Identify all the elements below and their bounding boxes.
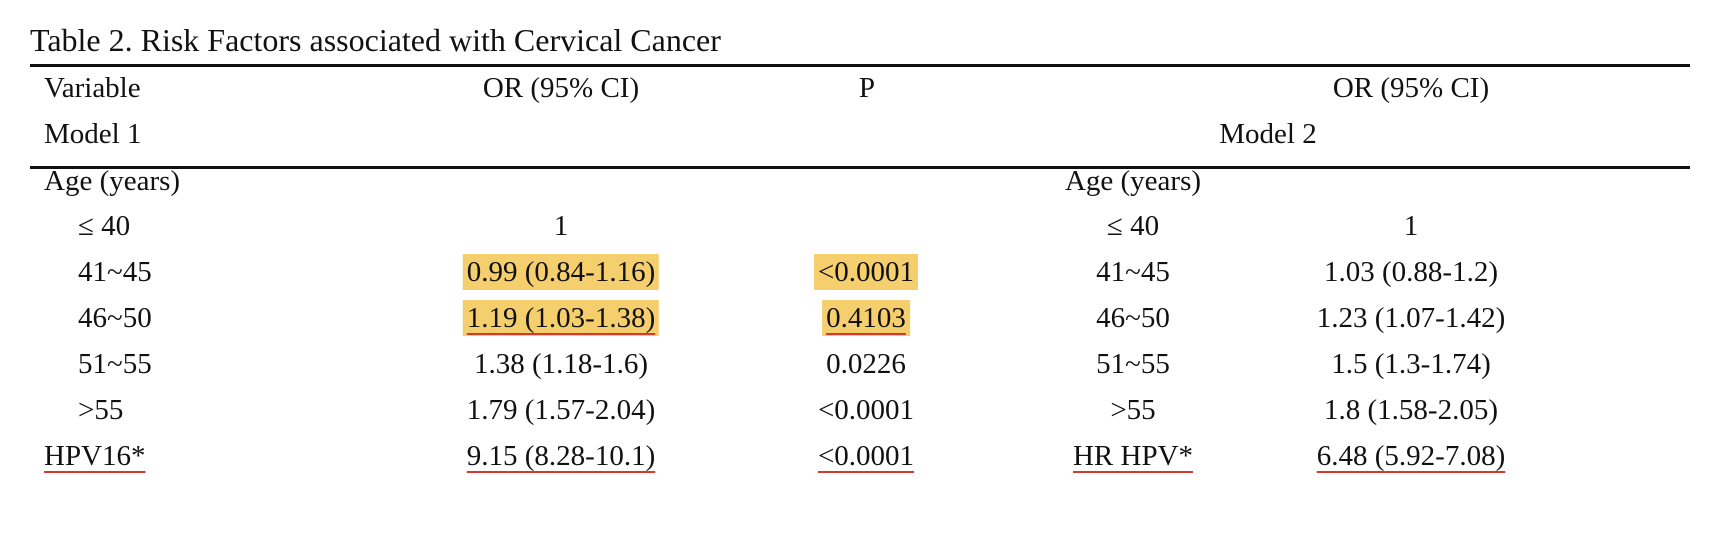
row-var-model1: 46~50 — [78, 302, 152, 334]
row-var-model1: 41~45 — [78, 256, 152, 288]
row-var-model1: 51~55 — [78, 348, 152, 380]
row-or-model2: 1.8 (1.58-2.05) — [1324, 394, 1498, 426]
row-or-model1: 1.38 (1.18-1.6) — [474, 348, 648, 380]
row-var-model2: 46~50 — [1096, 302, 1170, 334]
row-var-model1: ≤ 40 — [78, 210, 131, 242]
row-or-model1: 0.99 (0.84-1.16) — [462, 252, 660, 292]
row-or-model2: 1 — [1403, 210, 1419, 242]
row-or-model1: 9.15 (8.28-10.1) — [467, 436, 655, 476]
row-var-model1: >55 — [78, 394, 124, 426]
row-or-model2: 1.23 (1.07-1.42) — [1316, 302, 1506, 334]
highlighted-value: <0.0001 — [813, 254, 919, 290]
underlined-value: HR HPV* — [1072, 440, 1194, 472]
group-label-model1: Age (years) — [44, 165, 181, 197]
header-or-ci-model1: OR (95% CI) — [482, 72, 640, 104]
header-model1: Model 1 — [44, 118, 142, 150]
highlighted-underlined-value: 0.4103 — [822, 300, 910, 336]
header-variable: Variable — [44, 72, 141, 104]
row-var-model2: >55 — [1110, 394, 1156, 426]
table-top-rule — [30, 64, 1690, 67]
table-caption: Table 2. Risk Factors associated with Ce… — [30, 22, 721, 58]
row-p-value: 0.4103 — [822, 298, 910, 338]
underlined-value: HPV16* — [44, 440, 146, 472]
underlined-value: 6.48 (5.92-7.08) — [1316, 440, 1506, 472]
group-label-model2: Age (years) — [1064, 165, 1202, 197]
underlined-value: 9.15 (8.28-10.1) — [466, 440, 656, 472]
row-or-model2: 6.48 (5.92-7.08) — [1317, 436, 1505, 476]
row-or-model2: 1.5 (1.3-1.74) — [1331, 348, 1491, 380]
row-or-model2: 1.03 (0.88-1.2) — [1324, 256, 1498, 288]
row-var-model2: HR HPV* — [1073, 436, 1193, 476]
underlined-value: <0.0001 — [817, 440, 915, 472]
row-var-model2: 51~55 — [1096, 348, 1170, 380]
row-or-model1: 1.19 (1.03-1.38) — [462, 298, 660, 338]
highlighted-value: 0.99 (0.84-1.16) — [462, 254, 660, 290]
highlighted-underlined-value: 1.19 (1.03-1.38) — [462, 300, 660, 336]
row-p-value: <0.0001 — [817, 394, 915, 426]
table-header-rule — [30, 166, 1690, 169]
row-p-value: 0.0226 — [826, 348, 906, 380]
row-var-model2: ≤ 40 — [1106, 210, 1160, 242]
header-p: P — [858, 72, 876, 104]
header-model2: Model 2 — [1219, 118, 1317, 150]
row-or-model1: 1.79 (1.57-2.04) — [466, 394, 656, 426]
row-p-value: <0.0001 — [813, 252, 919, 292]
header-or-ci-model2: OR (95% CI) — [1332, 72, 1490, 104]
row-p-value: <0.0001 — [818, 436, 914, 476]
row-var-model1: HPV16* — [44, 436, 146, 476]
row-var-model2: 41~45 — [1096, 256, 1170, 288]
row-or-model1: 1 — [553, 210, 569, 242]
